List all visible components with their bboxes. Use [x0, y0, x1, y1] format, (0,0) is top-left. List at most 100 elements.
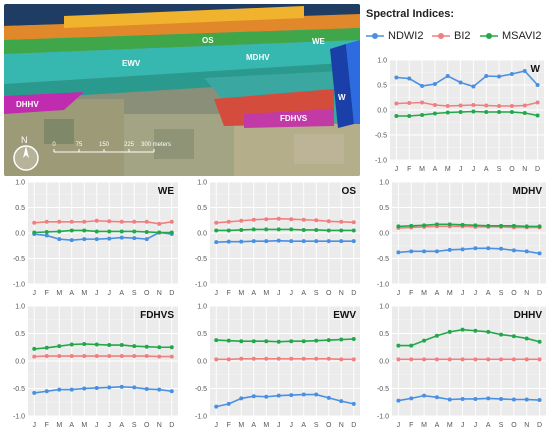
series-line-ndwi2: [396, 70, 539, 88]
data-point-ndwi2: [460, 396, 465, 401]
data-point-ndwi2: [339, 399, 344, 404]
series-line-msavi2: [398, 223, 540, 228]
legend-label: MSAVI2: [502, 30, 542, 42]
data-point-ndwi2: [119, 235, 124, 240]
data-point-msavi2: [276, 339, 281, 344]
data-point-ndwi2: [107, 385, 112, 390]
data-point-msavi2: [434, 333, 439, 338]
data-point-ndwi2: [301, 392, 306, 397]
map-label-ewv: EWV: [122, 59, 141, 68]
series-line-msavi2: [34, 229, 172, 234]
data-point-ndwi2: [471, 84, 476, 89]
x-tick-label: D: [351, 422, 356, 429]
series-line-bi2: [34, 355, 172, 358]
x-tick-label: O: [511, 290, 517, 297]
data-point-msavi2: [394, 114, 399, 118]
chart-title: EWV: [333, 310, 356, 321]
legend: Spectral Indices: NDWI2 BI2 MSAVI2: [362, 4, 548, 54]
data-point-ndwi2: [289, 239, 294, 244]
data-point-bi2: [276, 356, 281, 361]
series-line-ndwi2: [34, 386, 172, 394]
x-tick-label: A: [484, 166, 489, 173]
data-point-ndwi2: [499, 246, 504, 251]
series-line-ndwi2: [398, 247, 540, 255]
data-point-bi2: [44, 219, 49, 224]
data-point-msavi2: [314, 338, 319, 343]
legend-title: Spectral Indices:: [366, 8, 455, 20]
data-point-bi2: [69, 219, 74, 224]
data-point-bi2: [339, 219, 344, 224]
data-point-ndwi2: [447, 247, 452, 252]
data-point-msavi2: [434, 222, 439, 227]
data-point-bi2: [484, 103, 489, 108]
x-tick-label: A: [251, 422, 256, 429]
data-point-bi2: [214, 357, 219, 362]
x-tick-label: J: [395, 166, 399, 173]
data-point-ndwi2: [69, 238, 74, 243]
data-point-bi2: [351, 357, 356, 362]
x-tick-label: J: [459, 166, 463, 173]
data-point-msavi2: [511, 223, 516, 228]
data-point-bi2: [407, 101, 412, 105]
data-point-msavi2: [509, 110, 514, 114]
data-point-bi2: [32, 354, 37, 359]
data-point-bi2: [511, 357, 516, 362]
scale-tick: 300 meters: [141, 142, 171, 148]
data-point-ndwi2: [511, 397, 516, 402]
data-point-bi2: [289, 356, 294, 361]
data-point-bi2: [132, 354, 137, 359]
data-point-ndwi2: [445, 74, 450, 78]
data-point-ndwi2: [94, 385, 99, 390]
data-point-bi2: [524, 357, 529, 362]
y-tick-label: 1.0: [379, 304, 389, 311]
data-point-msavi2: [522, 111, 527, 115]
y-tick-label: -0.5: [377, 256, 389, 263]
x-tick-label: J: [33, 290, 37, 297]
data-point-ndwi2: [484, 74, 489, 78]
data-point-msavi2: [119, 343, 124, 348]
data-point-ndwi2: [394, 75, 399, 80]
x-tick-label: D: [169, 290, 174, 297]
data-point-msavi2: [326, 338, 331, 343]
y-tick-label: -1.0: [13, 282, 25, 289]
data-point-ndwi2: [537, 398, 542, 403]
data-point-bi2: [119, 354, 124, 359]
data-point-msavi2: [499, 332, 504, 337]
chart-title: W: [531, 64, 541, 75]
data-point-ndwi2: [447, 397, 452, 402]
x-tick-label: N: [339, 290, 344, 297]
data-point-msavi2: [276, 227, 281, 232]
data-point-msavi2: [447, 329, 452, 334]
data-point-msavi2: [264, 227, 269, 232]
data-point-msavi2: [396, 343, 401, 348]
data-point-ndwi2: [524, 249, 529, 254]
data-point-bi2: [157, 221, 162, 226]
y-tick-label: 1.0: [15, 180, 25, 187]
data-point-msavi2: [239, 339, 244, 344]
x-tick-label: J: [290, 422, 294, 429]
data-point-msavi2: [44, 345, 49, 350]
x-tick-label: M: [445, 166, 451, 173]
x-tick-label: M: [238, 290, 244, 297]
data-point-msavi2: [339, 337, 344, 342]
data-point-ndwi2: [132, 385, 137, 390]
data-point-ndwi2: [314, 239, 319, 244]
data-point-msavi2: [432, 111, 437, 116]
x-tick-label: A: [301, 290, 306, 297]
x-tick-label: O: [326, 422, 332, 429]
scale-tick: 75: [76, 142, 83, 148]
data-point-msavi2: [119, 229, 124, 234]
data-point-bi2: [251, 217, 256, 222]
y-tick-label: 0.5: [15, 205, 25, 212]
y-tick-label: -1.0: [195, 282, 207, 289]
data-point-ndwi2: [94, 237, 99, 242]
data-point-msavi2: [484, 110, 489, 114]
data-point-msavi2: [339, 228, 344, 233]
x-tick-label: M: [56, 422, 62, 429]
data-point-msavi2: [351, 228, 356, 233]
chart-panel-os: 1.00.50.0-0.5-1.0J F M A M J J A S O N DOS: [195, 180, 360, 297]
data-point-msavi2: [169, 345, 174, 350]
data-point-msavi2: [94, 342, 99, 347]
data-point-msavi2: [144, 344, 149, 349]
